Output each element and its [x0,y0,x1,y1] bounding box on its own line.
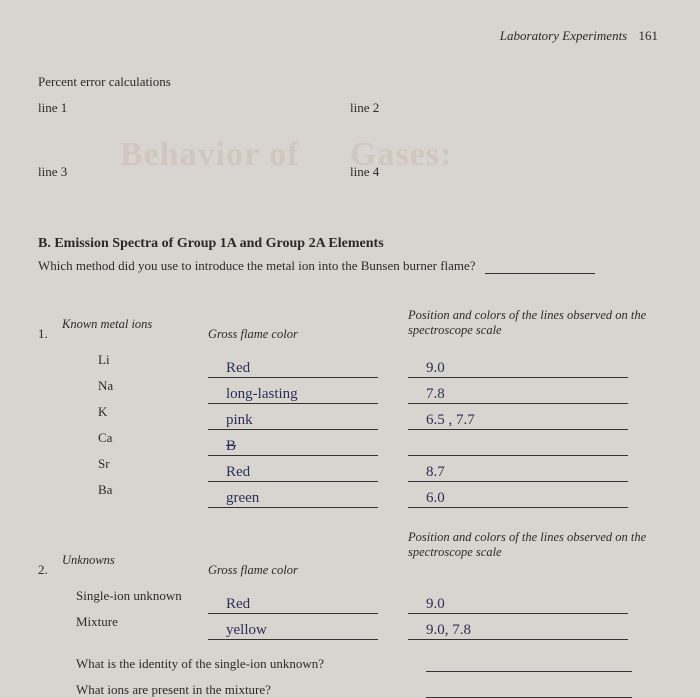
line-row-2: line 3 line 4 [38,164,662,180]
q1-text: What is the identity of the single-ion u… [76,656,416,672]
line2-label: line 2 [350,100,662,116]
ion-ca: Ca [38,430,208,446]
flame-sr-line[interactable]: Red [208,460,378,482]
flame-li-line[interactable]: Red [208,356,378,378]
followup-questions: What is the identity of the single-ion u… [38,656,662,698]
col-flame-2: Gross flame color Red yellow [208,530,408,640]
pos-k-line[interactable]: 6.5 , 7.7 [408,408,628,430]
unknown-single: Single-ion unknown [38,588,208,604]
flame-mix: yellow [226,622,267,639]
section-b-question-row: Which method did you use to introduce th… [38,258,662,274]
flame-header: Gross flame color [208,308,408,342]
pos-k: 6.5 , 7.7 [426,412,475,429]
pos-na: 7.8 [426,386,445,403]
section-b: B. Emission Spectra of Group 1A and Grou… [38,236,662,274]
flame-single-line[interactable]: Red [208,592,378,614]
page-header: Laboratory Experiments 161 [500,28,658,44]
q2-answer-line[interactable] [426,682,632,698]
flame-ca: B [226,438,236,455]
pos-li-line[interactable]: 9.0 [408,356,628,378]
flame-k: pink [226,412,253,429]
pos-li: 9.0 [426,360,445,377]
position-header: Position and colors of the lines observe… [408,308,662,342]
col-position: Position and colors of the lines observe… [408,308,662,508]
q2-row: What ions are present in the mixture? [76,682,662,698]
section-b-question: Which method did you use to introduce th… [38,258,476,273]
position-header-2: Position and colors of the lines observe… [408,530,662,578]
line1-label: line 1 [38,100,350,116]
unknowns-header: Unknowns [62,553,115,568]
flame-na-line[interactable]: long-lasting [208,382,378,404]
known-ions-table: 1. Known metal ions Li Na K Ca Sr Ba Gro… [38,308,662,508]
flame-ba-line[interactable]: green [208,486,378,508]
flame-sr: Red [226,464,250,481]
row-num-2: 2. [38,562,62,578]
flame-single: Red [226,596,250,613]
flame-ba: green [226,490,259,507]
q1-answer-line[interactable] [426,656,632,672]
pos-mix: 9.0, 7.8 [426,622,471,639]
flame-mix-line[interactable]: yellow [208,618,378,640]
known-ions-header: Known metal ions [62,317,152,332]
line4-label: line 4 [350,164,662,180]
ion-ba: Ba [38,482,208,498]
q2-text: What ions are present in the mixture? [76,682,416,698]
pos-single: 9.0 [426,596,445,613]
answer-blank[interactable] [485,273,595,274]
ion-k: K [38,404,208,420]
pos-single-line[interactable]: 9.0 [408,592,628,614]
section-b-heading: B. Emission Spectra of Group 1A and Grou… [38,236,662,252]
ion-sr: Sr [38,456,208,472]
percent-error-section: Percent error calculations line 1 line 2… [38,74,662,180]
line3-label: line 3 [38,164,350,180]
flame-header-2: Gross flame color [208,530,408,578]
unknowns-table: 2. Unknowns Single-ion unknown Mixture G… [38,530,662,640]
flame-k-line[interactable]: pink [208,408,378,430]
col-unknowns: 2. Unknowns Single-ion unknown Mixture [38,530,208,640]
page-number: 161 [639,28,659,43]
flame-li: Red [226,360,250,377]
pos-ba: 6.0 [426,490,445,507]
row-num-1: 1. [38,326,62,342]
col-ions: 1. Known metal ions Li Na K Ca Sr Ba [38,308,208,508]
flame-ca-line[interactable]: B [208,434,378,456]
col-flame: Gross flame color Red long-lasting pink … [208,308,408,508]
header-title: Laboratory Experiments [500,28,627,43]
pos-ca-line[interactable] [408,434,628,456]
percent-error-label: Percent error calculations [38,74,662,90]
flame-na: long-lasting [226,386,298,403]
ion-na: Na [38,378,208,394]
q1-row: What is the identity of the single-ion u… [76,656,662,672]
pos-na-line[interactable]: 7.8 [408,382,628,404]
pos-sr-line[interactable]: 8.7 [408,460,628,482]
line-row-1: line 1 line 2 [38,100,662,116]
ion-li: Li [38,352,208,368]
pos-mix-line[interactable]: 9.0, 7.8 [408,618,628,640]
unknown-mixture: Mixture [38,614,208,630]
col-position-2: Position and colors of the lines observe… [408,530,662,640]
pos-ba-line[interactable]: 6.0 [408,486,628,508]
pos-sr: 8.7 [426,464,445,481]
